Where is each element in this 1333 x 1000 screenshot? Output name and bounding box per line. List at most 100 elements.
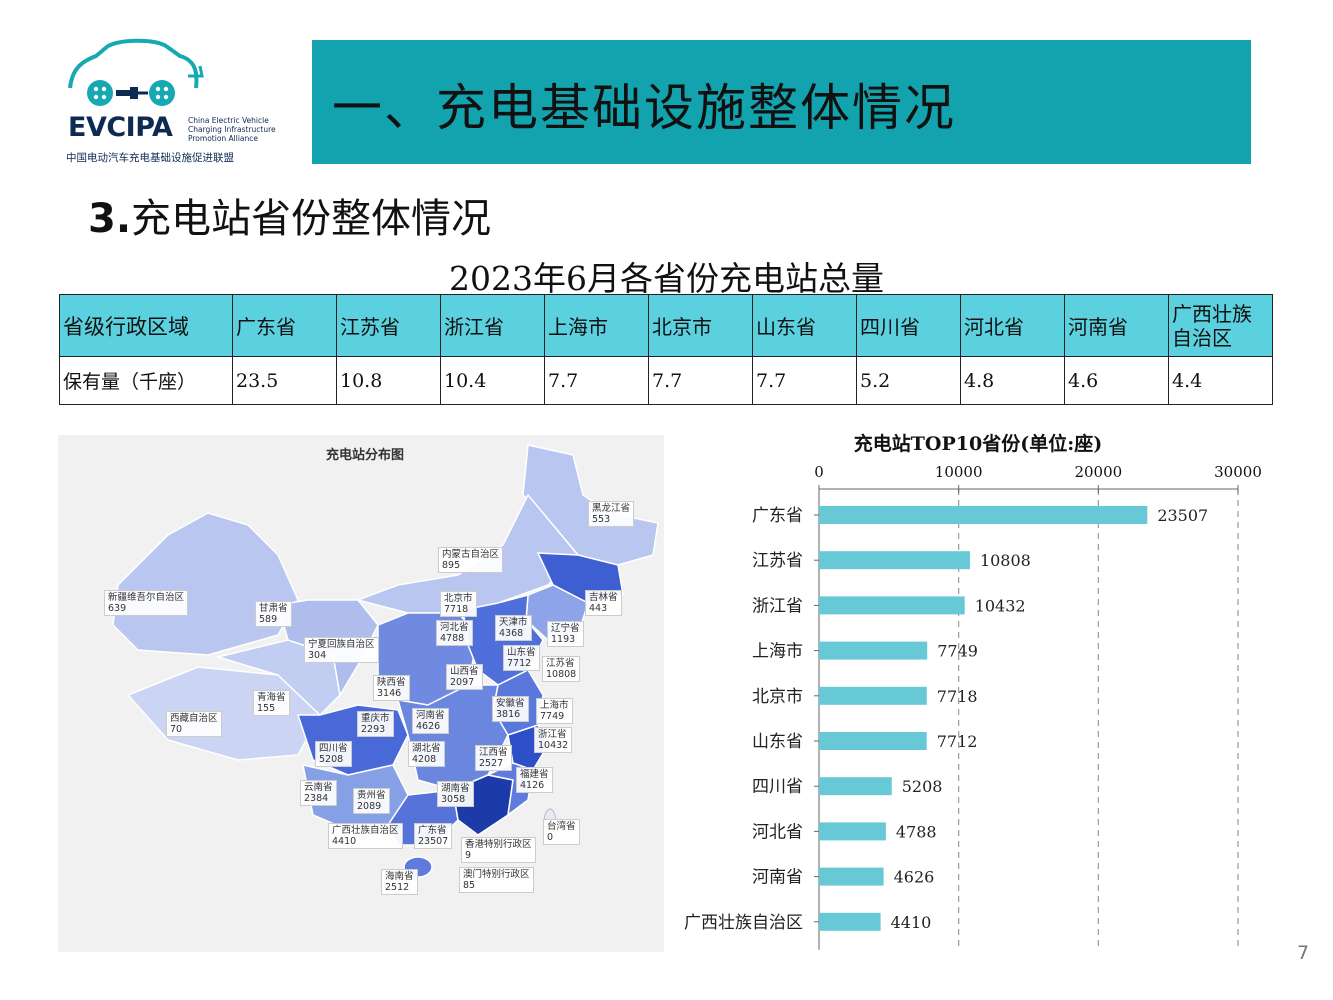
category-label: 山东省 [752, 732, 803, 752]
bar [819, 732, 927, 750]
table-cell: 10.4 [440, 356, 545, 405]
page-title: 一、充电基础设施整体情况 [332, 79, 956, 137]
table-header-cell: 江苏省 [336, 294, 441, 357]
category-label: 北京市 [752, 687, 803, 707]
map-label: 西藏自治区 70 [166, 711, 222, 737]
map-label: 湖北省 4208 [408, 741, 445, 767]
china-map-illustration [112, 444, 659, 878]
map-label: 北京市 7718 [440, 591, 477, 617]
map-label: 台湾省 0 [543, 819, 580, 845]
data-label: 4410 [891, 913, 932, 932]
map-label: 香港特别行政区 9 [461, 837, 536, 863]
province-summary-table: 省级行政区域 广东省 江苏省 浙江省 上海市 北京市 山东省 四川省 河北省 河… [59, 294, 1273, 405]
logo-chinese-name: 中国电动汽车充电基础设施促进联盟 [66, 152, 234, 164]
section-heading: 3.充电站省份整体情况 [88, 186, 491, 244]
bar [819, 822, 886, 841]
table-row-header: 省级行政区域 [59, 294, 233, 357]
map-label: 安徽省 3816 [492, 696, 529, 722]
table-cell: 7.7 [544, 356, 649, 405]
data-label: 10432 [975, 596, 1026, 615]
data-label: 4626 [894, 868, 935, 887]
table-cell: 7.7 [648, 356, 753, 405]
map-label: 广西壮族自治区 4410 [328, 823, 403, 849]
map-label: 河南省 4626 [412, 708, 449, 734]
table-header-cell: 河南省 [1064, 294, 1169, 357]
section-number: 3. [88, 196, 132, 242]
table-row: 保有量（千座） 23.5 10.8 10.4 7.7 7.7 7.7 5.2 4… [59, 356, 1273, 405]
data-label: 7718 [937, 687, 978, 706]
map-label: 吉林省 443 [585, 590, 622, 616]
map-label: 江苏省 10808 [542, 656, 581, 682]
map-label: 辽宁省 1193 [547, 621, 584, 647]
bar [819, 596, 965, 615]
map-label: 重庆市 2293 [357, 711, 394, 737]
logo-name: EVCIPA [68, 112, 173, 143]
evcipa-logo: EVCIPA China Electric Vehicle Charging I… [62, 36, 277, 168]
map-label: 宁夏回族自治区 304 [304, 637, 379, 663]
map-label: 青海省 155 [253, 690, 290, 716]
table-header-cell: 四川省 [856, 294, 961, 357]
data-label: 23507 [1157, 506, 1208, 525]
category-label: 江苏省 [752, 551, 803, 571]
bar [819, 867, 884, 886]
map-label: 河北省 4788 [436, 620, 473, 646]
map-label: 陕西省 3146 [373, 675, 410, 701]
table-header-row: 省级行政区域 广东省 江苏省 浙江省 上海市 北京市 山东省 四川省 河北省 河… [59, 294, 1273, 357]
map-label: 天津市 4368 [495, 615, 532, 641]
top10-bar-chart: 充电站TOP10省份(单位:座) 0 10000 20000 30000 广东省 23507… [684, 432, 1262, 950]
map-label: 四川省 5208 [315, 741, 352, 767]
table-header-cell: 山东省 [752, 294, 857, 357]
page-number: 7 [1297, 942, 1310, 964]
map-label: 贵州省 2089 [353, 788, 390, 814]
table-cell: 4.8 [960, 356, 1065, 405]
table-cell: 10.8 [336, 356, 441, 405]
table-cell: 23.5 [232, 356, 337, 405]
data-label: 7712 [937, 732, 978, 751]
category-label: 广西壮族自治区 [684, 913, 803, 933]
category-label: 河北省 [752, 822, 803, 842]
map-label: 新疆维吾尔自治区 639 [104, 590, 189, 616]
table-header-cell: 广东省 [232, 294, 337, 357]
charging-station-map: 充电站分布图 黑龙江省 553 吉林省 443 辽宁省 1193 内蒙古自治区 895 … [58, 435, 664, 952]
data-label: 5208 [902, 777, 943, 796]
table-cell: 7.7 [752, 356, 857, 405]
table-header-cell: 河北省 [960, 294, 1065, 357]
table-row-header: 保有量（千座） [59, 356, 233, 405]
map-label: 湖南省 3058 [437, 781, 474, 807]
table-header-cell: 上海市 [544, 294, 649, 357]
map-label: 山东省 7712 [503, 645, 540, 671]
map-label: 浙江省 10432 [534, 727, 573, 753]
table-header-cell: 浙江省 [440, 294, 545, 357]
chart-title: 充电站TOP10省份(单位:座) [854, 432, 1102, 455]
map-title: 充电站分布图 [326, 448, 405, 463]
category-label: 上海市 [752, 642, 803, 662]
x-tick-label: 20000 [1074, 463, 1122, 481]
map-label: 福建省 4126 [516, 767, 553, 793]
table-cell: 4.4 [1168, 356, 1273, 405]
logo-english: China Electric Vehicle Charging Infrastr… [188, 116, 276, 143]
map-label: 海南省 2512 [381, 869, 418, 895]
bar [819, 506, 1148, 524]
map-label: 甘肃省 589 [255, 601, 292, 627]
data-label: 4788 [896, 822, 937, 841]
x-tick-label: 10000 [935, 463, 983, 481]
category-label: 河南省 [752, 868, 803, 888]
section-title: 充电站省份整体情况 [131, 196, 492, 242]
table-cell: 4.6 [1064, 356, 1169, 405]
bar [819, 686, 927, 705]
map-label: 广东省 23507 [414, 823, 453, 849]
data-label: 10808 [980, 551, 1031, 570]
bar [819, 551, 970, 570]
x-tick-label: 30000 [1214, 463, 1262, 481]
table-header-cell: 北京市 [648, 294, 753, 357]
category-label: 四川省 [752, 777, 803, 797]
title-banner: 一、充电基础设施整体情况 [312, 40, 1251, 164]
map-label: 黑龙江省 553 [588, 501, 635, 527]
map-label: 山西省 2097 [446, 664, 483, 690]
table-header-cell: 广西壮族自治区 [1168, 294, 1273, 357]
x-tick-label: 0 [814, 463, 824, 481]
bar [819, 777, 892, 796]
map-label: 云南省 2384 [300, 780, 337, 806]
car-plug-icon [68, 38, 204, 106]
map-label: 内蒙古自治区 895 [438, 547, 504, 573]
